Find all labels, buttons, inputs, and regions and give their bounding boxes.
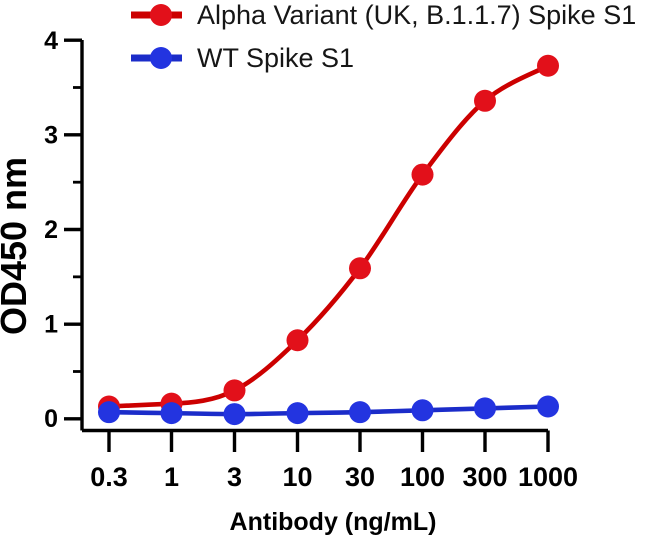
svg-text:100: 100 [400,462,445,492]
svg-text:Alpha Variant (UK, B.1.1.7) Sp: Alpha Variant (UK, B.1.1.7) Spike S1 [197,0,636,30]
svg-text:0: 0 [44,405,58,433]
svg-text:2: 2 [44,216,58,244]
svg-text:4: 4 [44,27,58,55]
svg-text:WT Spike S1: WT Spike S1 [197,43,354,73]
svg-text:Antibody (ng/mL): Antibody (ng/mL) [230,508,437,536]
svg-text:OD450 nm: OD450 nm [0,157,34,335]
svg-text:300: 300 [462,462,507,492]
svg-text:0.3: 0.3 [90,462,128,492]
svg-text:1: 1 [44,311,58,339]
svg-text:1: 1 [164,462,179,492]
svg-text:3: 3 [227,462,242,492]
svg-text:30: 30 [345,462,375,492]
svg-text:3: 3 [44,122,58,150]
svg-text:10: 10 [282,462,312,492]
svg-text:1000: 1000 [518,462,578,492]
